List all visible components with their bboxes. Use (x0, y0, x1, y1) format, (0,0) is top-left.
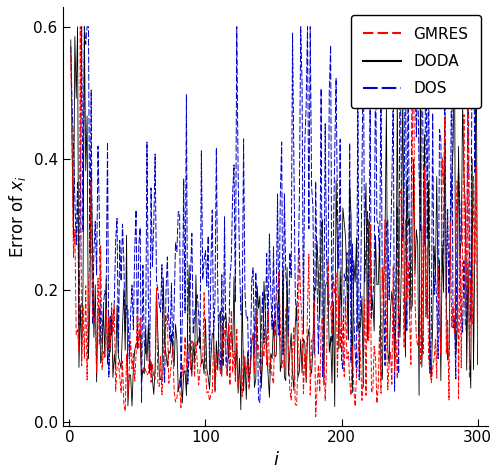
Y-axis label: Error of $x_i$: Error of $x_i$ (7, 175, 28, 258)
DOS (257, 400, 263, 406)
GMRES (68, 50, 74, 56)
DODA (238, 407, 244, 413)
DOS (312, 352, 318, 357)
DODA (320, 217, 326, 222)
GMRES (69, 156, 75, 161)
DODA (74, 24, 80, 30)
GMRES (414, 335, 420, 340)
DOS (78, 24, 84, 30)
GMRES (312, 414, 318, 420)
DODA (414, 227, 420, 232)
DOS (439, 262, 445, 268)
GMRES (439, 155, 445, 160)
GMRES (78, 24, 84, 30)
DODA (312, 285, 318, 291)
DOS (474, 44, 480, 50)
DODA (68, 37, 74, 43)
Line: DOS: DOS (71, 27, 478, 403)
DOS (69, 103, 75, 109)
DODA (474, 362, 480, 367)
Line: GMRES: GMRES (71, 27, 478, 417)
DODA (439, 242, 445, 248)
GMRES (310, 338, 316, 344)
X-axis label: i: i (273, 451, 278, 469)
DOS (312, 178, 318, 184)
DODA (312, 288, 318, 293)
DOS (320, 374, 326, 379)
GMRES (320, 315, 326, 321)
Legend: GMRES, DODA, DOS: GMRES, DODA, DOS (351, 15, 481, 109)
DOS (68, 44, 74, 50)
DODA (69, 142, 75, 148)
DOS (414, 134, 420, 140)
GMRES (312, 299, 318, 305)
Line: DODA: DODA (71, 27, 478, 410)
GMRES (474, 341, 480, 347)
